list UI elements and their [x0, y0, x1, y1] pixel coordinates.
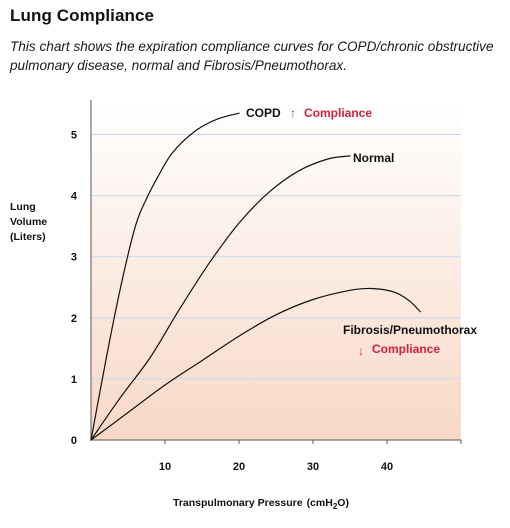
- y-axis-label-line: Volume: [10, 216, 48, 228]
- tick-labels: 0 1 2 3 4 5 10 20 30 40: [71, 130, 393, 473]
- x-axis-label: Transpulmonary Pressure (cmH2O): [173, 497, 349, 511]
- x-tick-label: 30: [307, 461, 319, 473]
- y-tick-label: 2: [71, 313, 77, 325]
- series-line-copd: [90, 112, 240, 441]
- y-tick-label: 0: [71, 435, 77, 447]
- series-lines: [90, 112, 421, 441]
- y-axis-label-line: Lung: [10, 201, 36, 213]
- copd-arrow-up-icon: ↑: [290, 106, 296, 120]
- y-tick-label: 1: [71, 374, 77, 386]
- y-axis-label: Lung Volume (Liters): [10, 200, 47, 245]
- y-tick-label: 4: [71, 191, 78, 203]
- x-tick-label: 40: [381, 461, 393, 473]
- series-label: COPD: [246, 106, 281, 120]
- x-axis-unit-subscript: 2: [332, 502, 338, 511]
- plot-background: [91, 104, 461, 440]
- x-axis-unit-prefix: (cmH: [306, 497, 333, 509]
- x-axis-label-text: Transpulmonary Pressure: [173, 497, 303, 509]
- series-label: Normal: [353, 151, 394, 165]
- x-tick-label: 20: [233, 461, 245, 473]
- x-tick-label: 10: [159, 461, 171, 473]
- series-label-fibrosis: Fibrosis/Pneumothorax ↓ Compliance: [343, 323, 477, 358]
- series-label-normal: Normal: [353, 151, 394, 165]
- x-axis-unit: (cmH2O): [306, 497, 349, 511]
- y-axis-label-line: (Liters): [10, 231, 46, 243]
- series-label: Fibrosis/Pneumothorax: [343, 323, 477, 337]
- y-tick-label: 5: [71, 130, 77, 142]
- fibrosis-compliance-label: Compliance: [372, 342, 440, 356]
- axes: [90, 100, 462, 444]
- x-axis-unit-suffix: O): [337, 497, 349, 509]
- chart-title: Lung Compliance: [10, 6, 155, 25]
- series-label-copd: COPD ↑ Compliance: [246, 106, 372, 120]
- copd-compliance-label: Compliance: [304, 106, 372, 120]
- series-line-normal: [90, 155, 351, 441]
- series-line-fibrosis: [90, 287, 421, 441]
- chart-subtitle: This chart shows the expiration complian…: [10, 39, 494, 73]
- grid-lines: [91, 134, 461, 380]
- fibrosis-arrow-down-icon: ↓: [358, 344, 364, 358]
- y-tick-label: 3: [71, 252, 77, 264]
